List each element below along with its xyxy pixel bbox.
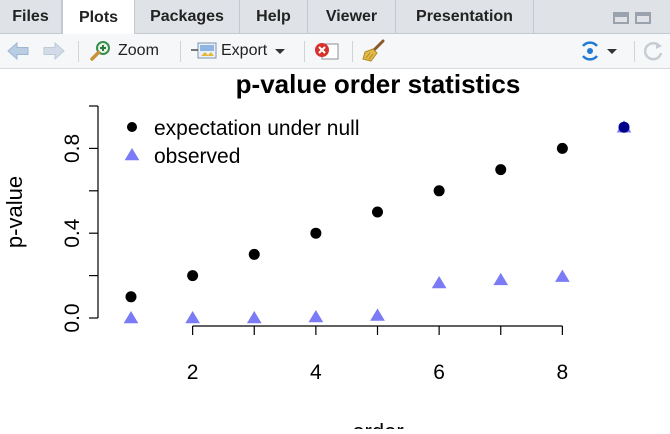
expected-point <box>433 185 445 197</box>
legend-marker-expected <box>127 122 137 132</box>
expected-point <box>310 227 322 239</box>
forward-button[interactable] <box>42 38 66 64</box>
x-tick-label: 8 <box>557 361 569 384</box>
legend-label-expected: expectation under null <box>154 117 359 140</box>
x-tick-label: 2 <box>187 361 199 384</box>
forward-arrow-icon <box>43 41 65 61</box>
maximize-pane-icon[interactable] <box>635 12 651 24</box>
observed-point <box>370 308 385 321</box>
observed-point <box>246 311 262 324</box>
y-tick-label: 0.4 <box>61 218 84 248</box>
observed-point <box>123 311 139 324</box>
toolbar-separator <box>352 41 353 62</box>
x-tick-label: 4 <box>310 361 322 384</box>
toolbar-separator <box>304 41 305 62</box>
refresh-button[interactable] <box>642 38 666 64</box>
tab-plots[interactable]: Plots <box>62 0 135 35</box>
expected-point <box>556 142 568 154</box>
zoom-button[interactable]: Zoom <box>90 38 159 64</box>
chevron-down-icon <box>275 49 286 54</box>
remove-plot-button[interactable] <box>313 38 341 64</box>
tab-presentation[interactable]: Presentation <box>396 0 534 34</box>
zoom-icon <box>90 41 110 61</box>
publish-button[interactable] <box>578 38 618 64</box>
plot-area: p-value order statistics p-value order 0… <box>0 69 670 434</box>
axes: 0.0 0.4 0.8 2 4 6 8 <box>61 105 569 384</box>
back-button[interactable] <box>6 38 30 64</box>
export-label: Export <box>221 42 268 59</box>
y-axis-label: p-value <box>2 176 27 248</box>
toolbar-separator <box>180 41 181 62</box>
toolbar-separator <box>78 41 79 62</box>
publish-icon <box>582 41 598 61</box>
expected-point <box>187 270 199 282</box>
toolbar-separator <box>634 41 635 62</box>
legend-marker-observed <box>124 148 140 161</box>
expected-point <box>248 248 260 260</box>
remove-plot-icon <box>315 43 339 60</box>
export-button[interactable]: Export <box>190 38 287 64</box>
zoom-label: Zoom <box>118 42 159 59</box>
expected-point <box>372 206 383 218</box>
minimize-pane-icon[interactable] <box>613 12 629 24</box>
expected-point <box>495 164 507 176</box>
x-axis-label: order <box>352 419 403 429</box>
tab-packages[interactable]: Packages <box>135 0 240 34</box>
clear-all-plots-button[interactable] <box>361 38 387 64</box>
y-tick-label: 0.0 <box>61 303 84 332</box>
x-tick-label: 6 <box>433 361 445 384</box>
legend-label-observed: observed <box>154 145 240 168</box>
scatter-plot: p-value order statistics p-value order 0… <box>2 69 632 434</box>
tab-help[interactable]: Help <box>240 0 308 34</box>
observed-point <box>493 272 509 286</box>
back-arrow-icon <box>7 41 29 61</box>
chevron-down-icon <box>607 49 617 54</box>
chart-title: p-value order statistics <box>236 69 521 99</box>
export-icon <box>191 42 217 59</box>
broom-icon <box>362 39 385 62</box>
expected-point <box>618 121 630 133</box>
legend: expectation under null observed <box>124 117 359 168</box>
pane-tab-bar: Files Plots Packages Help Viewer Present… <box>0 0 670 35</box>
tab-files[interactable]: Files <box>0 0 62 34</box>
plots-toolbar: Zoom Export <box>0 34 670 69</box>
observed-point <box>308 309 324 323</box>
y-tick-label: 0.8 <box>61 134 84 163</box>
observed-point <box>185 311 200 324</box>
refresh-icon <box>643 42 663 61</box>
observed-point <box>431 276 447 289</box>
tab-viewer[interactable]: Viewer <box>308 0 396 34</box>
data-points <box>123 120 632 324</box>
observed-point <box>555 269 570 282</box>
expected-point <box>125 291 137 303</box>
